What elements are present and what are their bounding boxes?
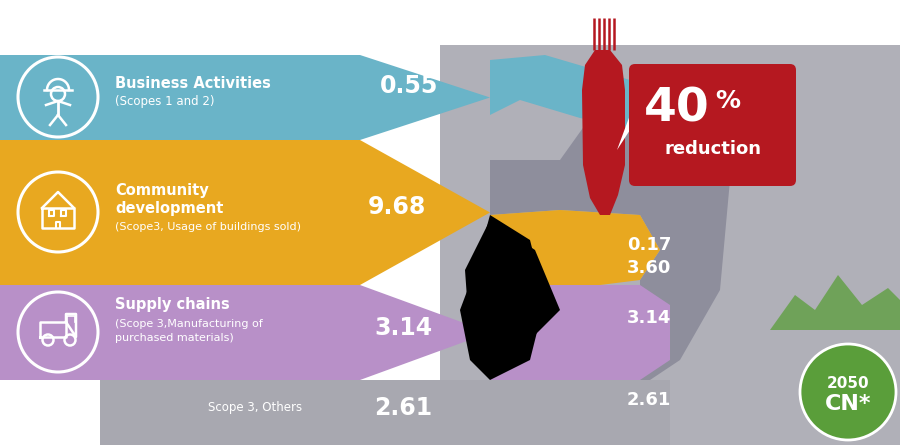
Text: reduction: reduction xyxy=(664,140,761,158)
Polygon shape xyxy=(440,45,900,445)
Text: 3.14: 3.14 xyxy=(627,309,671,327)
Text: development: development xyxy=(115,201,223,215)
Text: Scope 3, Others: Scope 3, Others xyxy=(208,401,302,414)
Text: (Scope3, Usage of buildings sold): (Scope3, Usage of buildings sold) xyxy=(115,222,301,232)
Polygon shape xyxy=(582,50,625,215)
Circle shape xyxy=(800,344,896,440)
Polygon shape xyxy=(465,220,560,360)
Text: Community: Community xyxy=(115,183,209,198)
Text: %: % xyxy=(715,89,740,113)
Text: 0.17: 0.17 xyxy=(627,236,671,254)
Polygon shape xyxy=(100,380,490,445)
Text: 40: 40 xyxy=(644,86,710,131)
Polygon shape xyxy=(490,55,660,130)
Polygon shape xyxy=(460,215,545,380)
Text: (Scopes 1 and 2): (Scopes 1 and 2) xyxy=(115,94,214,108)
Polygon shape xyxy=(490,380,670,445)
Text: 3.60: 3.60 xyxy=(627,259,671,277)
Text: Business Activities: Business Activities xyxy=(115,76,271,90)
Text: 2.61: 2.61 xyxy=(627,391,671,409)
Polygon shape xyxy=(490,285,670,380)
FancyBboxPatch shape xyxy=(629,64,796,186)
Text: 9.68: 9.68 xyxy=(368,195,427,219)
Text: 0.55: 0.55 xyxy=(380,74,438,98)
Polygon shape xyxy=(617,75,790,175)
Text: Supply chains: Supply chains xyxy=(115,298,230,312)
Polygon shape xyxy=(0,285,490,380)
Text: (Scope 3,Manufacturing of: (Scope 3,Manufacturing of xyxy=(115,319,263,329)
Polygon shape xyxy=(0,55,490,140)
Text: 2.61: 2.61 xyxy=(374,396,432,420)
Text: 3.14: 3.14 xyxy=(374,316,432,340)
Text: CN*: CN* xyxy=(824,394,871,414)
Text: purchased materials): purchased materials) xyxy=(115,333,234,343)
Polygon shape xyxy=(0,140,490,285)
Text: 2050: 2050 xyxy=(827,376,869,392)
Polygon shape xyxy=(770,275,900,330)
Polygon shape xyxy=(490,210,660,290)
Polygon shape xyxy=(490,90,730,380)
